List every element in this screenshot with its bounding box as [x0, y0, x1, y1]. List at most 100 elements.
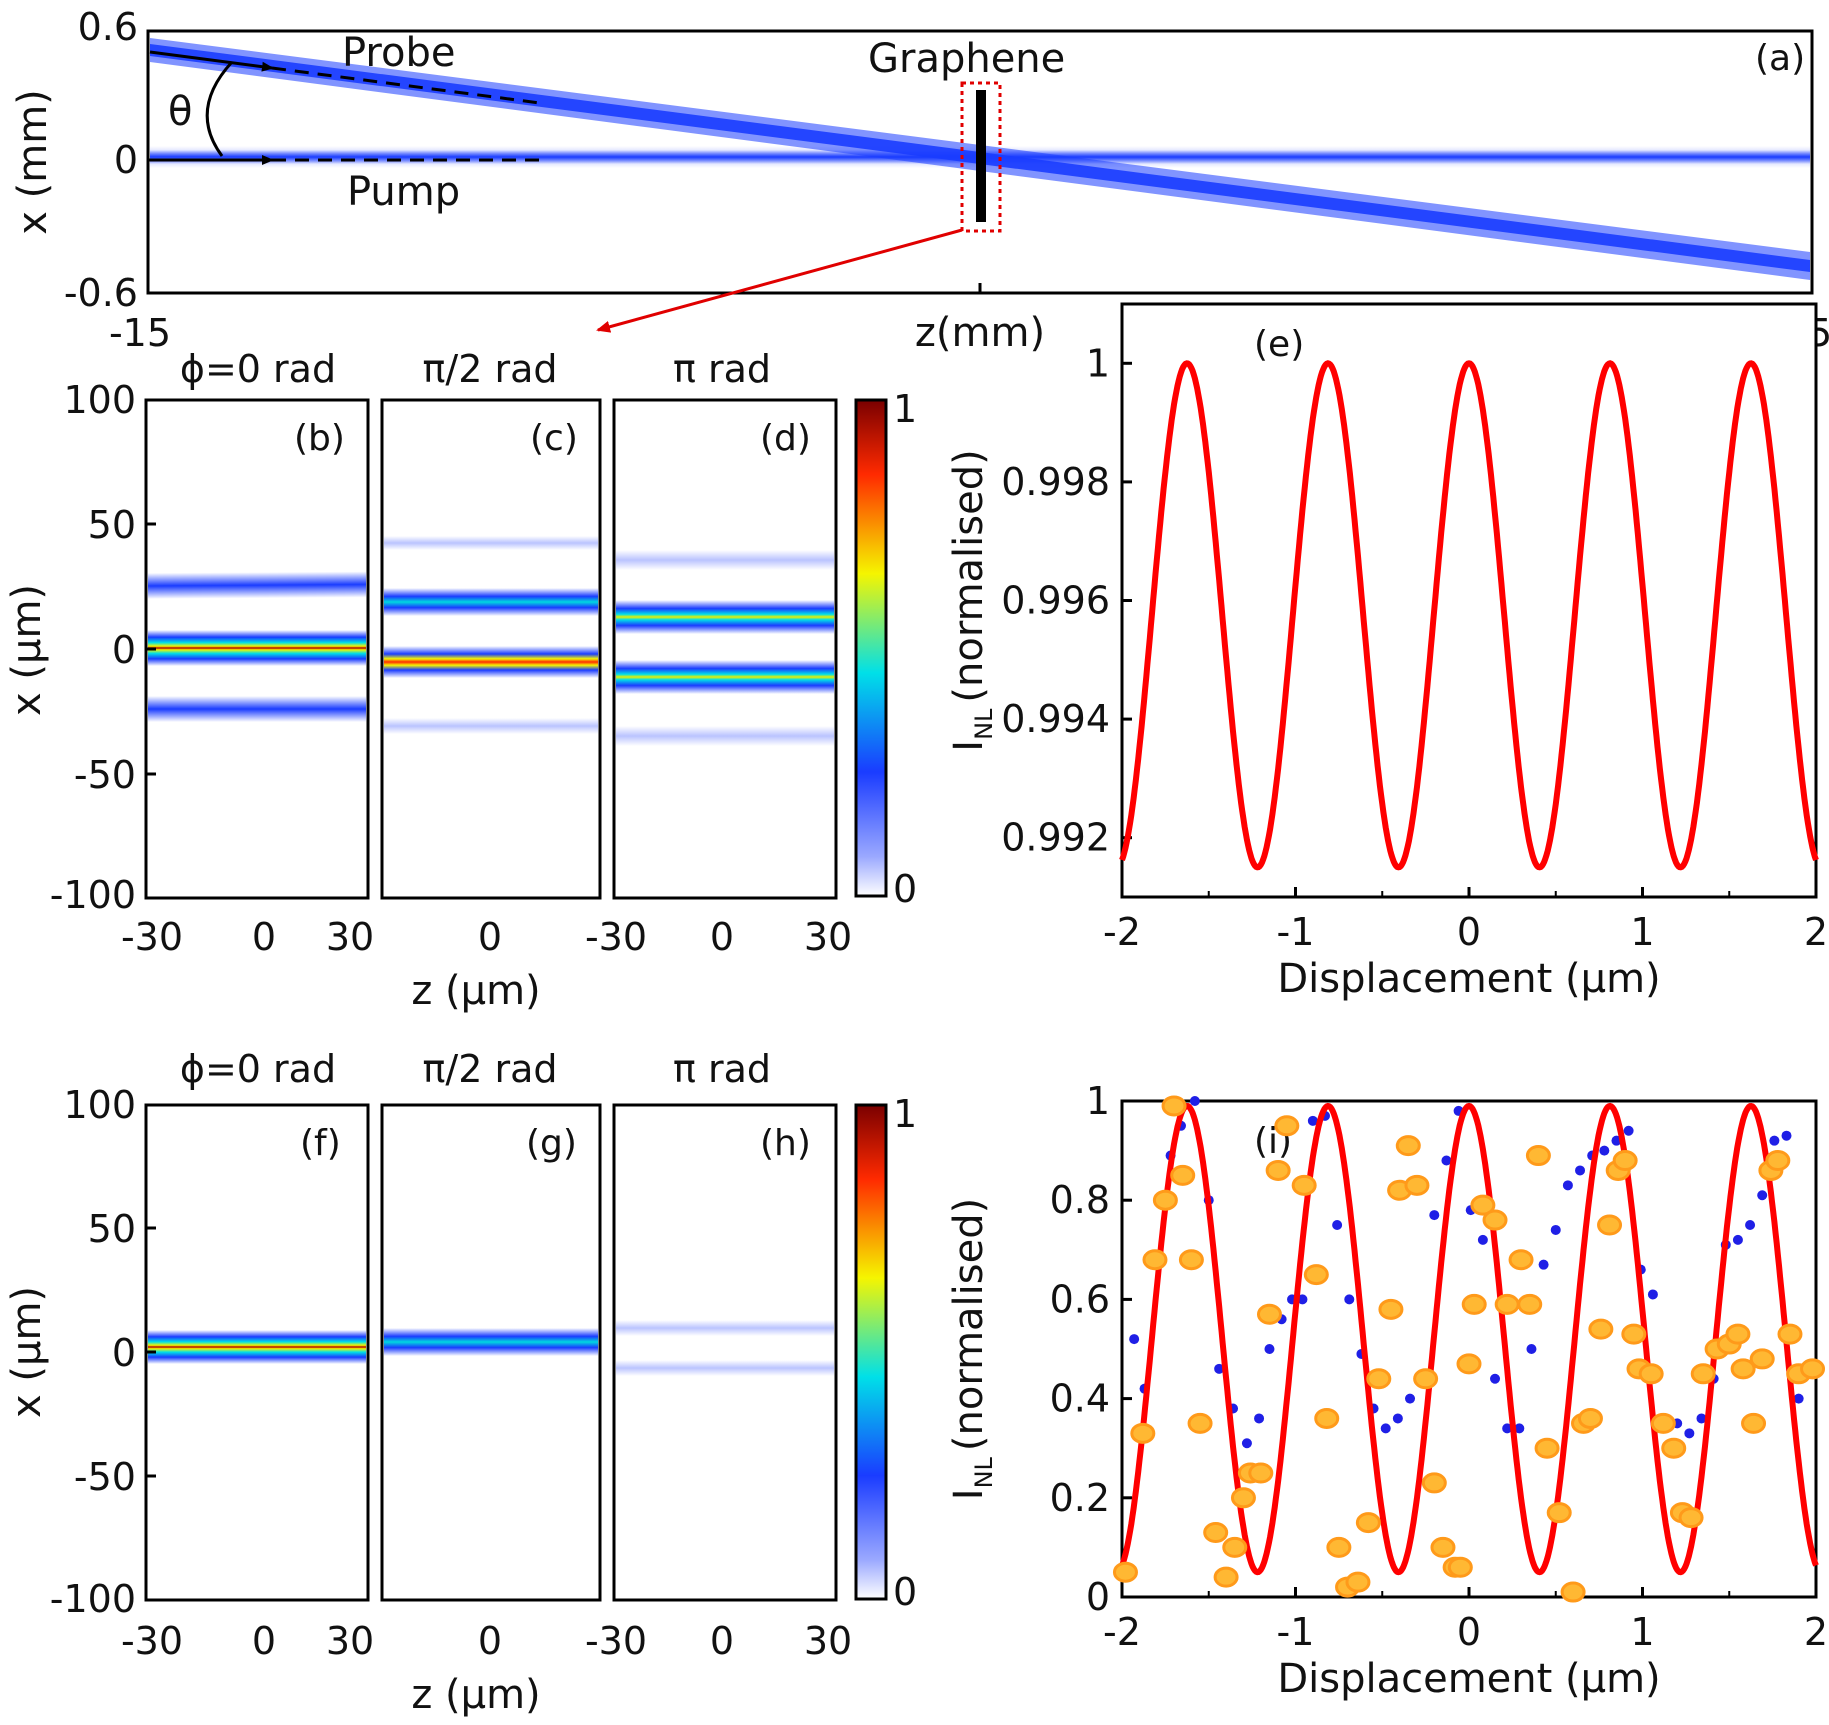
data-point-blue — [1623, 1125, 1634, 1136]
panel-a-label: (a) — [1755, 38, 1805, 79]
ytick: -50 — [74, 753, 136, 797]
panel-a-ytick-bot: -0.6 — [64, 271, 138, 315]
data-point-orange — [1621, 1323, 1647, 1345]
data-point-blue — [1405, 1393, 1416, 1404]
data-point-blue — [1550, 1224, 1561, 1235]
xtick: 0 — [252, 915, 276, 959]
xtick: 0 — [710, 915, 734, 959]
xtick: -30 — [121, 915, 183, 959]
data-point-orange — [1142, 1249, 1168, 1271]
x-axis-label: Displacement (μm) — [1277, 1656, 1660, 1702]
y-axis-label: INL(normalised) — [946, 1198, 998, 1500]
heatmaps-top: (b) (c) (d) 1 0 ϕ=0 rad π/2 rad π rad 10… — [4, 347, 917, 1014]
x-tick-label: 1 — [1630, 1610, 1654, 1654]
panel-b-beam-lower — [148, 696, 366, 722]
xtick: 30 — [326, 1619, 374, 1663]
heatmaps-top-xticks: -30 0 30 0 -30 0 30 — [121, 915, 852, 959]
panel-e-chart: -2 -1 0 1 20.9920.9940.9960.9981Displacement… — [946, 302, 1828, 1002]
x-tick-label: 1 — [1630, 910, 1654, 954]
x-tick-label: -1 — [1277, 910, 1315, 954]
data-point-orange — [1213, 1566, 1239, 1588]
data-point-orange — [1525, 1145, 1551, 1167]
probe-arrow — [149, 50, 274, 72]
ytick: 100 — [63, 1083, 136, 1127]
data-point-blue — [1757, 1190, 1768, 1201]
ytick: -100 — [50, 1577, 136, 1621]
theta-arc — [205, 60, 234, 157]
data-point-blue — [1297, 1294, 1308, 1305]
data-point-blue — [1575, 1165, 1586, 1176]
xtick: -30 — [121, 1619, 183, 1663]
xtick: 0 — [478, 915, 502, 959]
panel-c-title: π/2 rad — [423, 347, 558, 391]
panel-c-beam-faint-top — [384, 536, 598, 550]
panel-g-title: π/2 rad — [423, 1047, 558, 1091]
panel-b-beam-center — [148, 630, 366, 666]
panel-b-label: (b) — [294, 418, 345, 459]
y-tick-label: 0.8 — [1050, 1178, 1110, 1222]
data-point-orange — [1461, 1293, 1487, 1315]
y-tick-label: 0 — [1086, 1575, 1110, 1619]
heatmaps-top-xlabel: z (μm) — [411, 968, 540, 1014]
fit-curve — [1119, 1102, 1819, 1576]
data-point-blue — [1502, 1423, 1513, 1434]
data-point-blue — [1189, 1096, 1200, 1106]
panel-b-title: ϕ=0 rad — [180, 347, 336, 391]
data-point-orange — [1588, 1318, 1614, 1340]
signal-curve — [1119, 360, 1819, 871]
data-point-orange — [1421, 1472, 1447, 1494]
probe-label: Probe — [342, 30, 455, 76]
data-point-orange — [1612, 1150, 1638, 1172]
panel-a-xlabel: z(mm) — [915, 310, 1045, 356]
panel-a: θ Probe Pump Graphene (a) 0.6 0 -0.6 -15… — [10, 5, 1829, 356]
data-point-orange — [1661, 1437, 1687, 1459]
panel-d-frame — [612, 398, 838, 900]
panel-h-beam-upper — [616, 1320, 834, 1336]
data-point-orange — [1777, 1323, 1803, 1345]
panel-g-label: (g) — [526, 1123, 577, 1164]
data-point-blue — [1526, 1344, 1537, 1354]
panel-a-xtick-left: -15 — [109, 311, 171, 355]
ytick: 50 — [88, 1207, 136, 1251]
panel-f-label: (f) — [300, 1123, 341, 1164]
data-point-orange — [1482, 1209, 1508, 1231]
panel-d-beam-upper — [616, 600, 834, 634]
ytick: -100 — [50, 873, 136, 917]
data-point-orange — [1130, 1422, 1156, 1444]
data-point-orange — [1274, 1115, 1300, 1137]
data-point-orange — [1355, 1512, 1381, 1534]
x-axis-label: Displacement (μm) — [1277, 956, 1660, 1002]
xtick: 30 — [804, 915, 852, 959]
graphene-sheet — [976, 90, 986, 222]
ytick: 0 — [112, 1331, 136, 1375]
data-point-orange — [1597, 1214, 1623, 1236]
panel-d-label: (d) — [760, 418, 811, 459]
colorbar-bottom-max: 1 — [893, 1092, 917, 1136]
panel-a-ylabel: x (mm) — [10, 89, 56, 235]
data-point-orange — [1187, 1412, 1213, 1434]
pump-label: Pump — [347, 169, 460, 215]
data-point-blue — [1538, 1259, 1549, 1270]
data-point-blue — [1254, 1413, 1265, 1424]
data-point-blue — [1392, 1413, 1403, 1424]
data-point-orange — [1546, 1502, 1572, 1524]
data-point-orange — [1256, 1303, 1282, 1325]
panel-h-title: π rad — [673, 1047, 771, 1091]
heatmaps-bottom: (f) (g) (h) 1 0 ϕ=0 rad π/2 rad π rad 10… — [4, 1047, 917, 1718]
graphene-label: Graphene — [868, 36, 1065, 82]
x-tick-label: 2 — [1804, 910, 1828, 954]
data-point-orange — [1577, 1407, 1603, 1429]
data-point-orange — [1178, 1249, 1204, 1271]
data-point-orange — [1470, 1194, 1496, 1216]
xtick: 0 — [478, 1619, 502, 1663]
panel-h-frame — [612, 1103, 838, 1602]
data-point-blue — [1441, 1155, 1452, 1166]
data-point-orange — [1741, 1412, 1767, 1434]
data-point-orange — [1730, 1358, 1756, 1380]
data-point-blue — [1380, 1423, 1391, 1434]
data-point-blue — [1344, 1294, 1355, 1305]
data-point-orange — [1395, 1135, 1421, 1157]
data-point-orange — [1203, 1522, 1229, 1544]
data-point-blue — [1745, 1220, 1756, 1230]
